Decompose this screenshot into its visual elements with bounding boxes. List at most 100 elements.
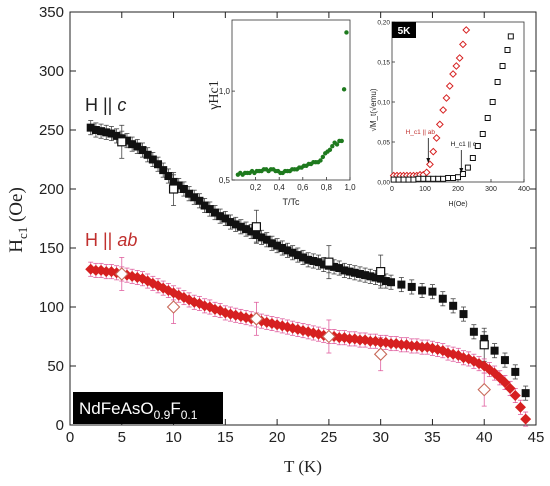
data-point-ab-open	[373, 347, 388, 361]
inset1-point	[334, 142, 340, 147]
inset1-point	[330, 144, 335, 149]
data-point-c	[169, 177, 178, 186]
data-point-c	[190, 193, 199, 202]
data-point-c	[200, 201, 209, 210]
data-point-c	[221, 214, 230, 223]
data-point-ab-open	[477, 382, 492, 397]
inset2-point-c	[504, 47, 511, 53]
inset2-point-c	[450, 175, 457, 181]
inset1-point	[339, 138, 344, 144]
inset2-x-tick-label: 400	[518, 186, 530, 193]
inset2-point-ab	[462, 26, 471, 34]
inset2-arrowhead-ab	[426, 158, 431, 163]
inset2-point-c	[440, 175, 447, 182]
label-c-axis: c	[117, 95, 126, 115]
inset2-point-ab	[439, 106, 448, 114]
inset-magnetization-chart: 0 100 200 300 400 0,00 0,05 0,10 0,15 0,20 5K √M_…	[369, 20, 530, 209]
y-tick-label: 200	[39, 181, 64, 198]
inset1-point	[327, 147, 333, 152]
data-point-ab-open	[166, 300, 181, 314]
data-point-c	[102, 128, 111, 137]
main-plot-frame	[69, 11, 537, 426]
data-point-c	[164, 172, 173, 181]
inset2-point-c	[459, 171, 466, 177]
inset2-point-ab	[435, 120, 444, 129]
label-h-parallel-ab: H || ab	[85, 230, 137, 250]
data-point-c	[397, 280, 406, 289]
data-point-c	[97, 127, 106, 136]
inset2-ticks: 0 100 200 300 400 0,00 0,05 0,10 0,15 0,20	[377, 20, 530, 194]
inset2-point-c	[479, 131, 486, 137]
compound-part-4: 0.1	[181, 408, 198, 422]
x-tick-label: 45	[528, 429, 545, 446]
data-point-c	[407, 282, 416, 291]
inset2-point-c	[435, 175, 442, 182]
main-axis-ticks: 0 5 10 15 20 25 30 35 40 45 0 50 100 150 200 250 300 350	[39, 4, 544, 446]
inset1-ticks: 0,2 0,4 0,6 0,8 1,0 0,5 1,0	[219, 87, 356, 192]
data-point-c	[86, 123, 95, 132]
data-point-c	[148, 155, 157, 164]
inset2-point-c	[455, 174, 461, 181]
x-tick-label: 15	[217, 429, 234, 446]
data-point-c-open	[251, 222, 261, 232]
inset1-frame	[231, 19, 351, 181]
data-point-c	[480, 334, 489, 343]
inset2-point-ab	[459, 40, 467, 49]
data-point-c	[205, 205, 214, 214]
data-point-c	[371, 273, 380, 282]
inset2-point-c	[499, 63, 506, 69]
label-ab-axis: ab	[117, 230, 137, 250]
inset2-point-ab	[449, 70, 457, 78]
inset2-point-c	[474, 143, 481, 149]
data-point-c	[330, 262, 339, 271]
data-point-c	[361, 271, 370, 280]
data-point-c	[236, 222, 245, 231]
data-point-c	[350, 268, 359, 277]
data-point-ab-open	[249, 312, 264, 326]
inset2-y-tick-label: 0,15	[377, 60, 390, 67]
inset2-y-tick-label: 0,00	[377, 180, 390, 187]
x-tick-label: 0	[66, 429, 74, 446]
data-point-c-open	[117, 137, 127, 147]
inset2-x-label: H(Oe)	[448, 201, 467, 208]
inset2-point-c	[415, 175, 422, 182]
x-tick-label: 35	[424, 429, 441, 446]
data-point-c	[195, 196, 204, 205]
data-point-c	[345, 267, 354, 276]
inset2-point-ab	[445, 82, 454, 90]
data-point-c	[355, 269, 364, 278]
data-point-c	[133, 142, 142, 151]
inset2-point-ab	[432, 134, 441, 142]
data-point-c	[438, 294, 447, 303]
data-point-c	[138, 146, 147, 155]
data-point-ab	[499, 377, 511, 389]
data-point-c	[226, 218, 235, 227]
label-h-parallel-c: H || c	[85, 95, 126, 115]
inset2-data-marks	[389, 26, 514, 183]
inset1-point	[344, 30, 349, 35]
data-point-c	[174, 181, 183, 190]
x-tick-label: 40	[476, 429, 493, 446]
inset2-point-ab	[442, 94, 451, 102]
label-c-prefix: H ||	[85, 95, 117, 115]
data-point-ab	[504, 382, 516, 394]
y-tick-label: 250	[39, 122, 64, 139]
x-tick-label: 25	[321, 429, 338, 446]
y-tick-label: 0	[56, 417, 64, 434]
data-point-ab	[520, 413, 532, 425]
data-point-c	[314, 258, 323, 267]
inset1-x-tick-label: 0,8	[321, 183, 333, 192]
inset2-point-c	[469, 155, 476, 161]
inset2-point-c	[395, 176, 402, 183]
inset2-y-tick-label: 0,20	[377, 20, 390, 27]
inset2-point-c	[484, 115, 491, 121]
inset1-y-tick-label: 0,5	[219, 176, 231, 185]
data-point-c	[283, 246, 292, 255]
inset2-point-c	[445, 175, 452, 181]
inset2-annotation-ab: H_c1 || ab	[406, 129, 436, 136]
data-point-c	[210, 208, 219, 217]
data-point-c	[340, 266, 349, 275]
compound-part-3: F	[170, 399, 180, 418]
inset2-x-tick-label: 200	[452, 186, 464, 193]
data-point-c	[449, 301, 458, 310]
